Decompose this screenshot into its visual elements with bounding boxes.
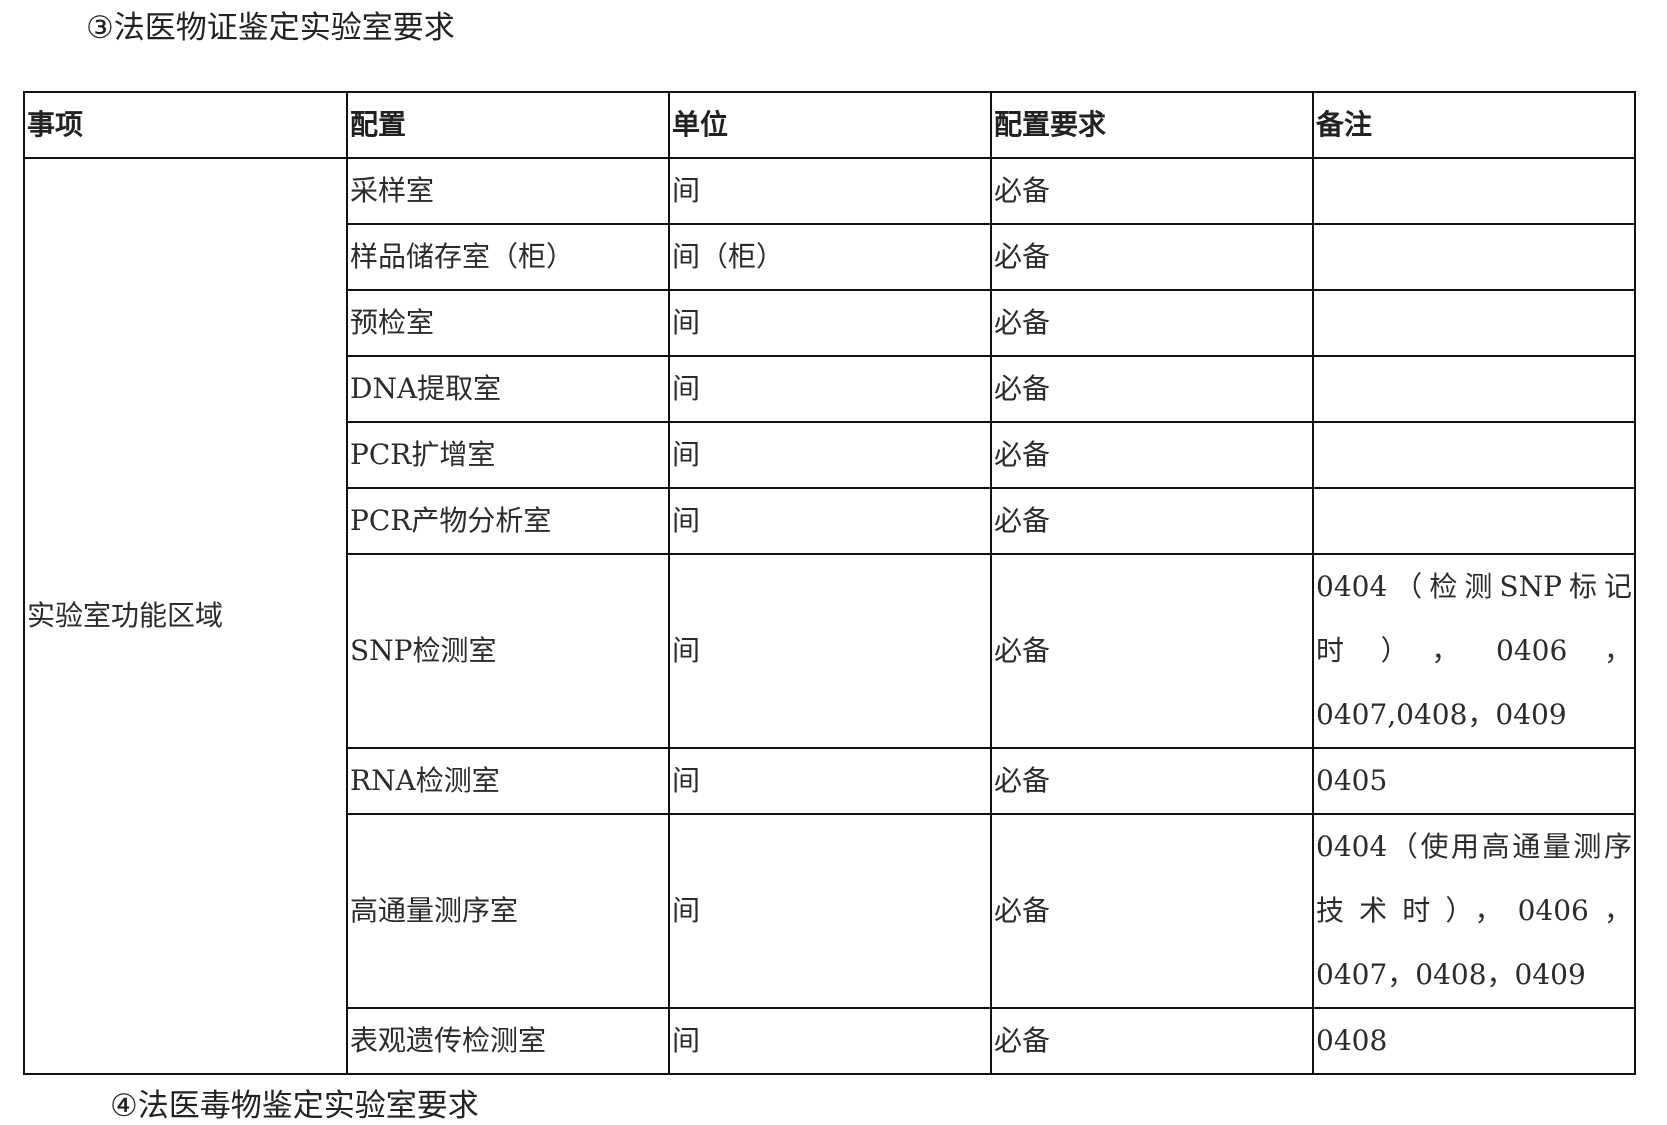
unit-cell: 间 (668, 813, 992, 1009)
config-cell: 采样室 (346, 157, 670, 225)
header-requirement: 配置要求 (990, 91, 1314, 159)
unit-cell: 间 (668, 289, 992, 357)
config-cell: 表观遗传检测室 (346, 1007, 670, 1075)
requirement-cell: 必备 (990, 553, 1314, 749)
config-cell: SNP检测室 (346, 553, 670, 749)
config-cell: 预检室 (346, 289, 670, 357)
unit-cell: 间 (668, 747, 992, 815)
note-cell (1312, 289, 1636, 357)
section-title: ③法医物证鉴定实验室要求 (86, 10, 455, 46)
requirement-cell: 必备 (990, 747, 1314, 815)
requirement-cell: 必备 (990, 421, 1314, 489)
table-row: DNA提取室间必备 (24, 355, 1636, 423)
note-cell (1312, 355, 1636, 423)
header-config: 配置 (346, 91, 670, 159)
requirement-cell: 必备 (990, 223, 1314, 291)
unit-cell: 间 (668, 1007, 992, 1075)
unit-cell: 间（柜） (668, 223, 992, 291)
unit-cell: 间 (668, 421, 992, 489)
header-note: 备注 (1312, 91, 1636, 159)
requirement-cell: 必备 (990, 355, 1314, 423)
header-item: 事项 (23, 91, 348, 159)
category-cell: 实验室功能区域 (23, 157, 348, 1075)
table-row: PCR产物分析室间必备 (24, 487, 1636, 555)
lab-requirements-table: 事项 配置 单位 配置要求 备注 实验室功能区域 采样室间必备 样品储存室（柜） 间（… (23, 91, 1636, 1075)
requirement-cell: 必备 (990, 289, 1314, 357)
table-row: 预检室间必备 (24, 289, 1636, 357)
table-row: PCR扩增室间必备 (24, 421, 1636, 489)
unit-cell: 间 (668, 553, 992, 749)
note-cell (1312, 223, 1636, 291)
header-unit: 单位 (668, 91, 992, 159)
note-cell (1312, 157, 1636, 225)
table-row: SNP检测室间必备 0404（检测SNP标记时），0406，0407,0408，0… (24, 553, 1636, 749)
note-cell (1312, 487, 1636, 555)
requirement-cell: 必备 (990, 487, 1314, 555)
requirement-cell: 必备 (990, 1007, 1314, 1075)
config-cell: PCR产物分析室 (346, 487, 670, 555)
table-row: 高通量测序室间必备 0404（使用高通量测序技术时），0406，0407，0408… (24, 813, 1636, 1009)
note-cell: 0404（使用高通量测序技术时），0406，0407，0408，0409 (1312, 813, 1636, 1009)
config-cell: 样品储存室（柜） (346, 223, 670, 291)
config-cell: DNA提取室 (346, 355, 670, 423)
note-cell: 0405 (1312, 747, 1636, 815)
table-row: 实验室功能区域 采样室间必备 (23, 157, 1636, 1075)
config-cell: RNA检测室 (346, 747, 670, 815)
table-row: RNA检测室间必备 0405 (24, 747, 1636, 815)
table-row: 表观遗传检测室间必备 0408 (24, 1007, 1636, 1075)
table-row: 样品储存室（柜） 间（柜） 必备 (24, 223, 1636, 291)
unit-cell: 间 (668, 487, 992, 555)
unit-cell: 间 (668, 157, 992, 225)
config-cell: 高通量测序室 (346, 813, 670, 1009)
unit-cell: 间 (668, 355, 992, 423)
requirement-cell: 必备 (990, 157, 1314, 225)
table-header-row: 事项 配置 单位 配置要求 备注 (23, 91, 1636, 159)
note-cell: 0404（检测SNP标记时），0406，0407,0408，0409 (1312, 553, 1636, 749)
note-cell: 0408 (1312, 1007, 1636, 1075)
requirement-cell: 必备 (990, 813, 1314, 1009)
config-cell: PCR扩增室 (346, 421, 670, 489)
note-cell (1312, 421, 1636, 489)
